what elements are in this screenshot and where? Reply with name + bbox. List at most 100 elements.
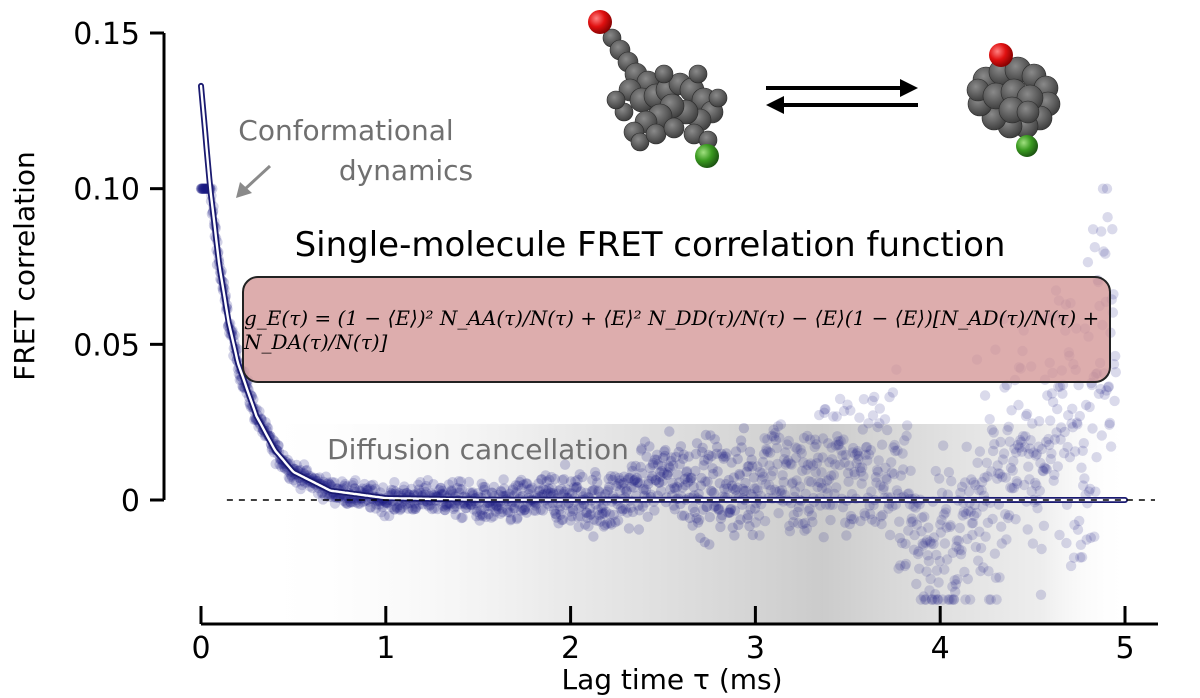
data-point	[641, 451, 652, 462]
data-point	[715, 521, 726, 533]
data-point	[932, 594, 943, 605]
data-point	[550, 508, 562, 520]
data-point	[813, 476, 824, 488]
data-point	[720, 451, 731, 462]
data-point	[967, 517, 979, 529]
data-point	[1036, 543, 1047, 555]
data-point	[982, 471, 993, 482]
data-point	[948, 594, 959, 605]
data-point	[921, 566, 932, 577]
data-point	[776, 488, 787, 499]
data-point	[572, 511, 584, 523]
data-point	[901, 430, 912, 442]
data-point	[1012, 478, 1023, 489]
data-point	[1030, 477, 1041, 489]
data-point	[585, 509, 596, 520]
data-point	[747, 461, 758, 472]
data-point	[636, 443, 647, 454]
data-point	[575, 486, 587, 497]
data-point	[926, 594, 937, 605]
data-point	[1035, 589, 1047, 600]
data-point	[689, 506, 700, 518]
data-point	[609, 471, 620, 482]
data-point	[878, 481, 889, 493]
data-point	[980, 531, 991, 542]
data-point	[922, 550, 933, 561]
data-point	[1011, 476, 1022, 487]
data-point	[763, 479, 775, 491]
data-point	[963, 486, 975, 497]
data-point	[461, 502, 472, 514]
data-point	[712, 466, 723, 477]
data-point	[615, 485, 626, 496]
data-point	[341, 498, 352, 509]
data-point	[1105, 441, 1117, 452]
data-point	[725, 503, 737, 515]
data-point	[911, 519, 923, 530]
data-point	[836, 445, 847, 456]
data-point	[812, 452, 824, 463]
data-point	[728, 483, 739, 494]
data-point	[961, 441, 972, 452]
data-point	[567, 488, 578, 499]
data-point	[908, 501, 919, 512]
data-point	[911, 578, 922, 590]
data-point	[365, 502, 376, 513]
data-point	[643, 475, 655, 486]
data-point	[553, 518, 564, 529]
data-point	[918, 591, 929, 602]
data-point	[559, 486, 570, 498]
data-point	[854, 412, 865, 423]
data-point	[521, 478, 532, 489]
data-point	[956, 481, 968, 492]
data-point	[745, 504, 756, 515]
data-point	[892, 488, 904, 499]
formula-box: g_E(τ) = (1 − ⟨E⟩)² N_AA(τ)/N(τ) + ⟨E⟩² …	[242, 276, 1111, 383]
diffusion-shading	[250, 424, 1130, 624]
data-point	[1069, 446, 1081, 457]
data-point	[794, 481, 806, 492]
data-point	[863, 418, 874, 429]
data-point	[744, 521, 755, 532]
data-point	[540, 470, 551, 481]
data-point	[940, 504, 952, 515]
data-point	[541, 476, 552, 487]
data-point	[1041, 464, 1053, 475]
data-point	[702, 453, 714, 465]
data-point	[786, 459, 797, 470]
data-point	[546, 471, 557, 483]
data-point	[696, 472, 707, 484]
data-point	[354, 498, 366, 509]
data-point	[626, 481, 637, 493]
data-point	[788, 517, 799, 528]
data-point	[574, 502, 585, 513]
data-point	[656, 465, 667, 477]
data-point	[1110, 367, 1122, 378]
data-point	[703, 449, 714, 461]
data-point	[764, 460, 775, 471]
data-point	[898, 464, 909, 475]
data-point	[528, 505, 539, 516]
data-point	[754, 530, 765, 541]
data-point	[1036, 443, 1048, 455]
data-point	[664, 426, 675, 437]
y-tick-label: 0	[121, 484, 140, 519]
data-point	[1026, 486, 1037, 497]
data-point	[674, 459, 685, 470]
data-point	[488, 511, 499, 522]
data-point	[1054, 381, 1066, 392]
data-point	[931, 549, 942, 561]
data-point	[704, 511, 715, 523]
data-point	[614, 475, 625, 486]
data-point	[653, 459, 664, 470]
data-point	[1103, 382, 1114, 393]
data-point	[705, 485, 717, 496]
data-point	[406, 483, 417, 495]
data-point	[445, 486, 457, 497]
data-point	[568, 482, 579, 493]
data-point	[880, 462, 891, 473]
data-point	[490, 506, 501, 517]
data-point	[571, 482, 583, 493]
data-point	[1043, 439, 1055, 451]
data-point	[472, 488, 484, 499]
